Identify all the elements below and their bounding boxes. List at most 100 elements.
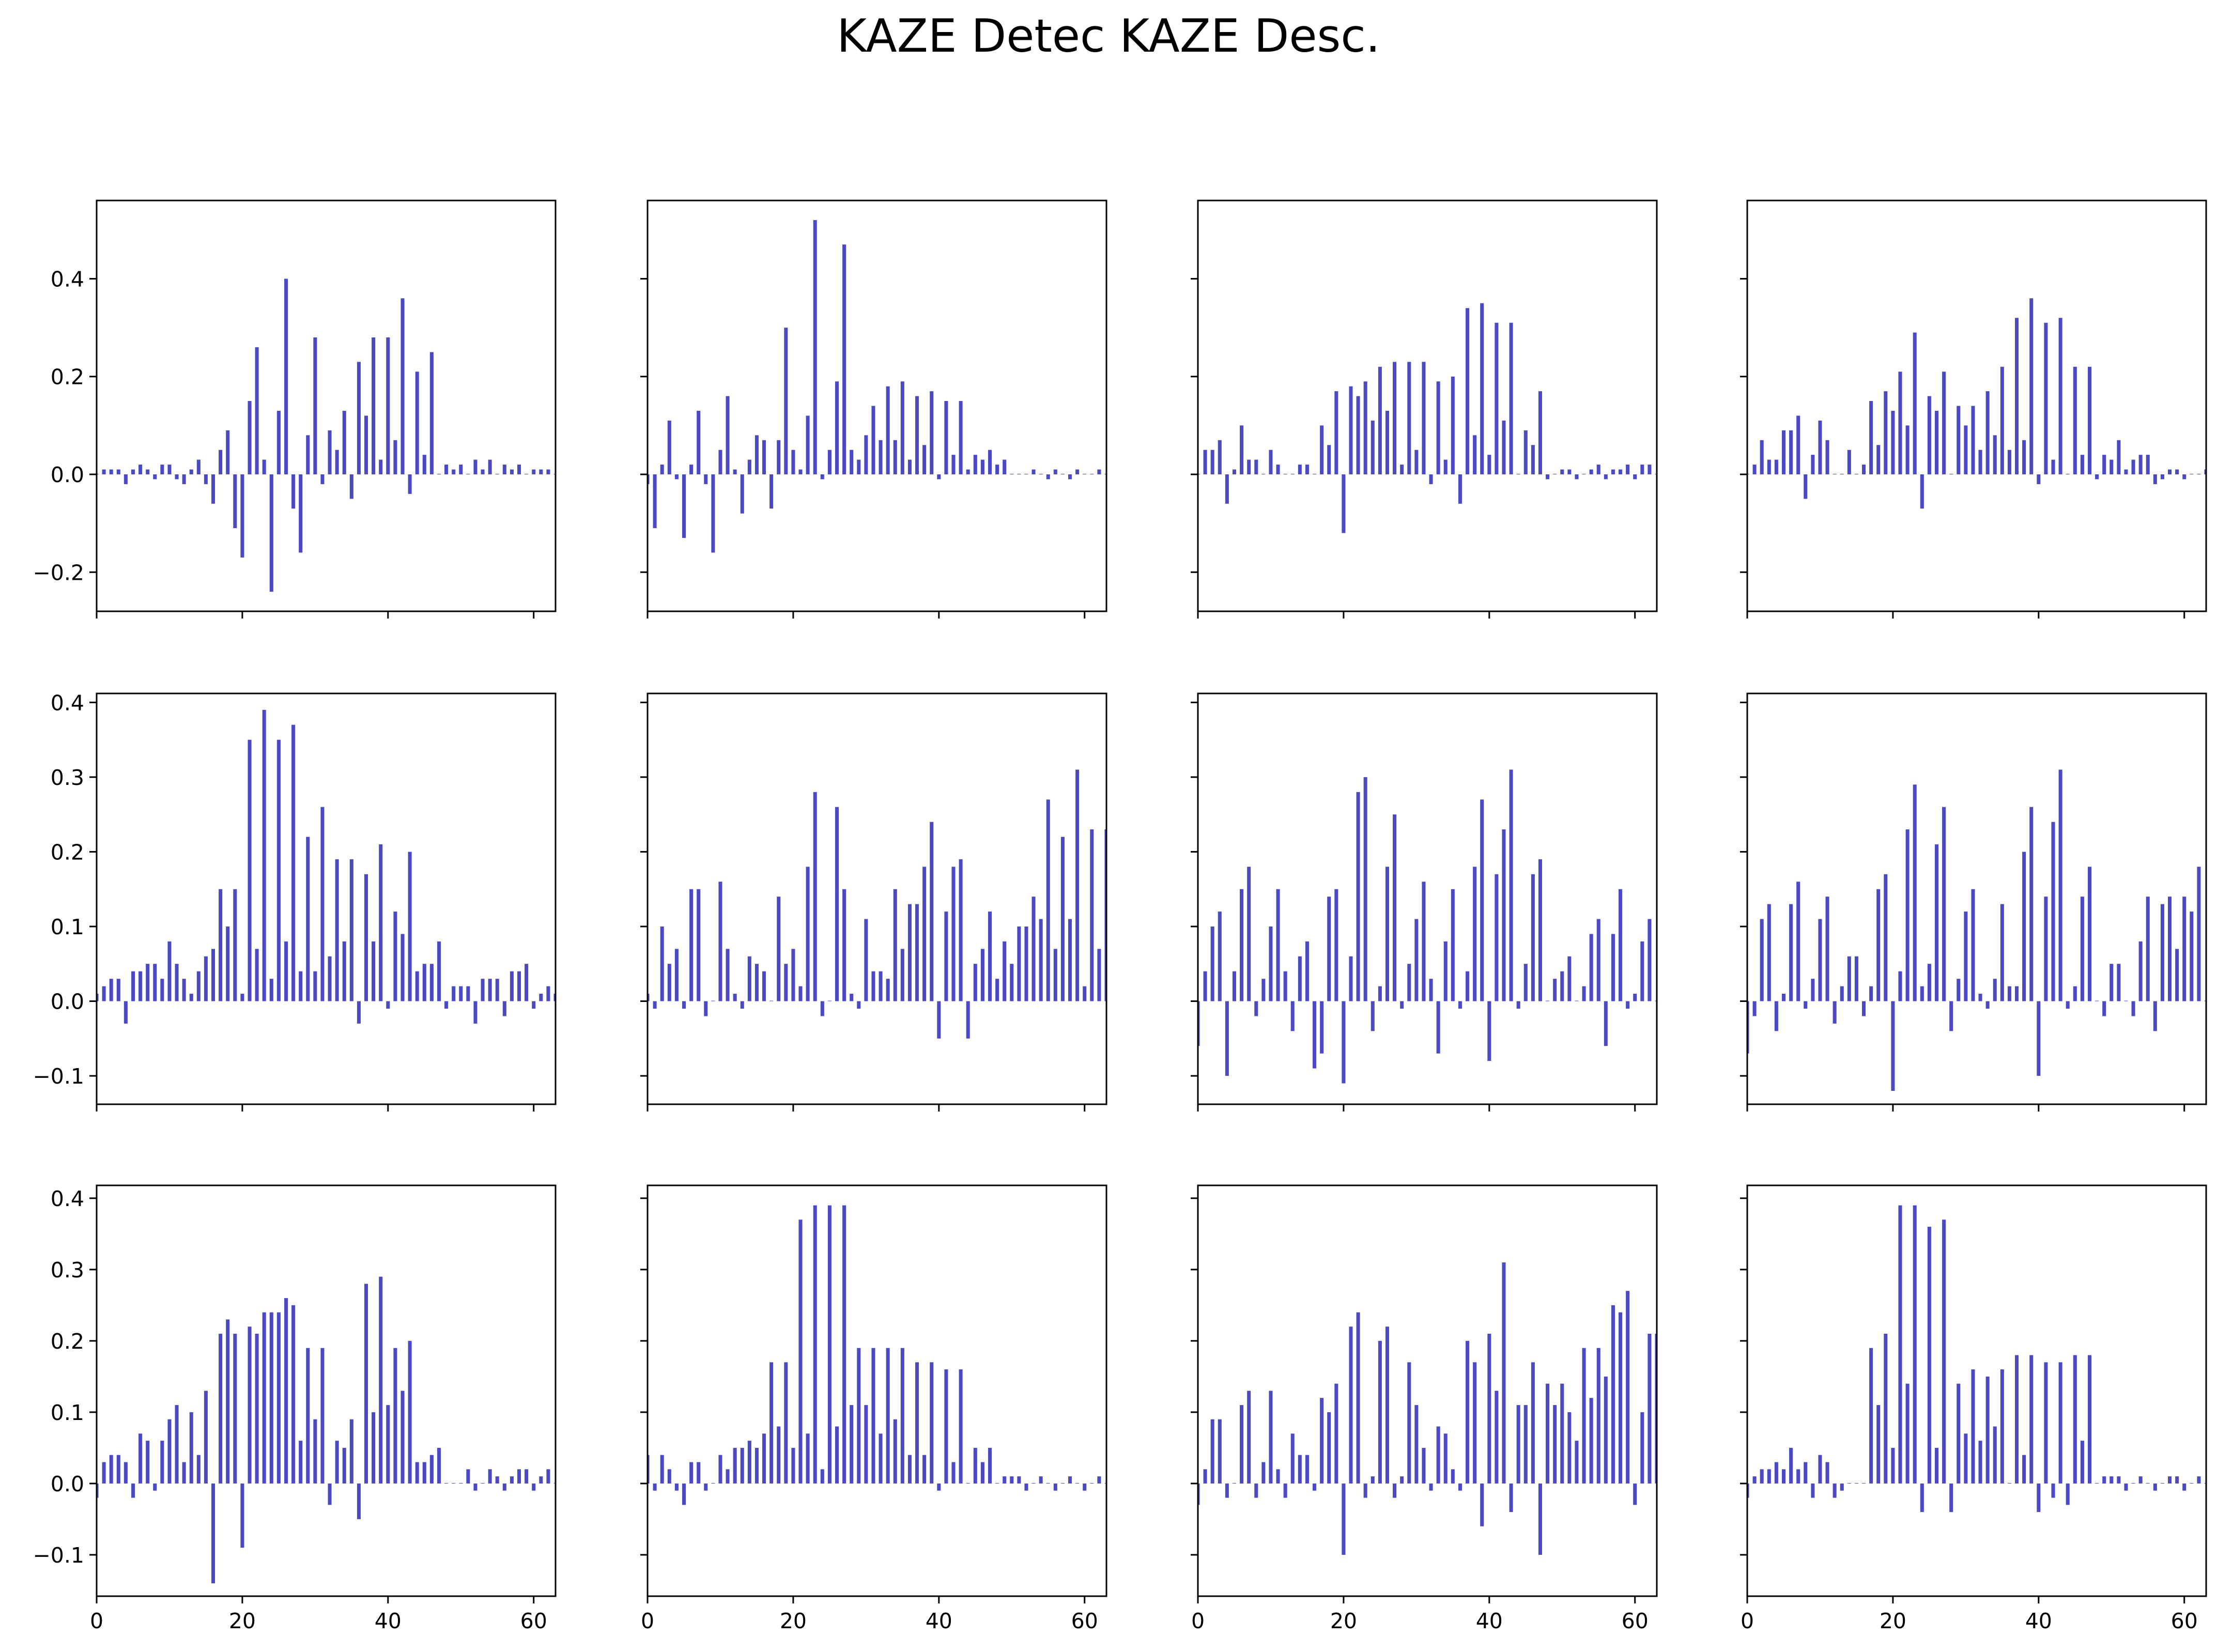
bar-27 [842,1205,846,1484]
bar-13 [1290,1001,1295,1031]
bar-33 [1436,1426,1440,1484]
bar-43 [408,852,412,1001]
bar-2 [1210,450,1214,474]
bar-31 [1422,1447,1426,1484]
bar-14 [196,1455,201,1484]
bar-47 [1538,391,1542,474]
bar-37 [2015,1355,2019,1484]
bar-48 [2095,474,2099,480]
bar-37 [915,904,919,1001]
bar-61 [1640,465,1644,474]
bar-28 [1400,1001,1404,1009]
bar-20 [1891,410,1895,474]
bar-42 [2051,459,2055,474]
bar-60 [1633,474,1637,480]
bar-16 [1862,1483,1866,1484]
bar-57 [1611,469,1615,474]
bar-49 [1553,979,1557,1001]
bar-50 [1010,1476,1014,1484]
bar-12 [733,994,737,1001]
bar-8 [1254,1001,1258,1016]
bar-18 [1876,889,1881,1001]
bar-5 [1232,469,1236,474]
figure-title: KAZE Detec KAZE Desc. [837,9,1380,63]
bar-42 [401,1391,405,1484]
bar-50 [459,986,463,1001]
bar-4 [674,474,679,480]
bar-59 [2175,949,2179,1001]
bar-10 [1269,926,1273,1001]
bar-58 [517,971,521,1001]
bar-54 [488,979,492,1001]
bar-57 [510,971,514,1001]
bar-15 [1854,1483,1858,1484]
bar-7 [146,1441,150,1484]
bar-49 [1003,1476,1007,1484]
bar-15 [755,435,759,474]
bar-46 [429,964,434,1001]
bar-60 [2182,897,2187,1001]
bar-54 [2138,1476,2143,1484]
bar-40 [386,1001,390,1009]
bar-48 [995,1483,999,1484]
bar-46 [1531,445,1535,474]
bar-21 [1349,1326,1353,1484]
bar-21 [798,1219,803,1484]
bar-43 [1509,769,1513,1001]
bar-6 [1789,1447,1793,1484]
bar-25 [1378,1340,1382,1484]
bar-33 [886,1348,890,1484]
bar-18 [226,926,230,1001]
bar-60 [532,469,536,474]
subplot-r2-c3 [1191,692,1658,1111]
bar-4 [1774,1462,1778,1484]
bar-19 [233,889,237,1001]
bar-39 [379,1276,383,1484]
bar-47 [1538,859,1542,1001]
bar-37 [364,415,368,474]
bar-47 [437,941,441,1001]
bar-50 [2110,459,2114,474]
y-tick-label: 0.4 [51,1186,84,1211]
x-tick-label: 40 [2025,1609,2052,1633]
bar-22 [1356,792,1360,1001]
bar-62 [2197,867,2201,1001]
bar-40 [1487,1334,1491,1484]
bar-13 [1840,1483,1844,1491]
bar-59 [525,964,529,1001]
bar-16 [1862,465,1866,474]
bar-25 [827,450,832,474]
bar-29 [857,459,861,474]
bar-28 [1400,1476,1404,1484]
bar-42 [2051,822,2055,1001]
bar-3 [116,1455,120,1484]
bar-53 [1031,1483,1036,1484]
bar-2 [1210,1419,1214,1484]
bar-23 [262,709,266,1001]
bar-37 [364,1284,368,1484]
bar-57 [1060,1483,1065,1484]
bar-61 [1090,1483,1094,1484]
bar-40 [1487,455,1491,474]
bar-53 [481,979,485,1001]
bar-15 [755,964,759,1001]
bar-33 [1436,1001,1440,1054]
bar-25 [1378,366,1382,474]
bar-27 [291,474,296,509]
bar-26 [835,1426,839,1484]
bar-49 [452,1483,456,1484]
bar-32 [879,1433,883,1484]
bar-44 [966,1483,970,1484]
bar-25 [1378,986,1382,1001]
bar-17 [1320,1001,1324,1054]
bar-40 [937,1001,941,1039]
bar-45 [973,455,977,474]
bar-40 [386,1405,390,1484]
bar-16 [1313,1001,1317,1069]
bar-33 [335,450,339,474]
bar-38 [922,445,927,474]
bar-45 [422,964,426,1001]
bar-50 [459,1483,463,1484]
bar-59 [525,1469,529,1484]
bar-41 [393,440,397,474]
